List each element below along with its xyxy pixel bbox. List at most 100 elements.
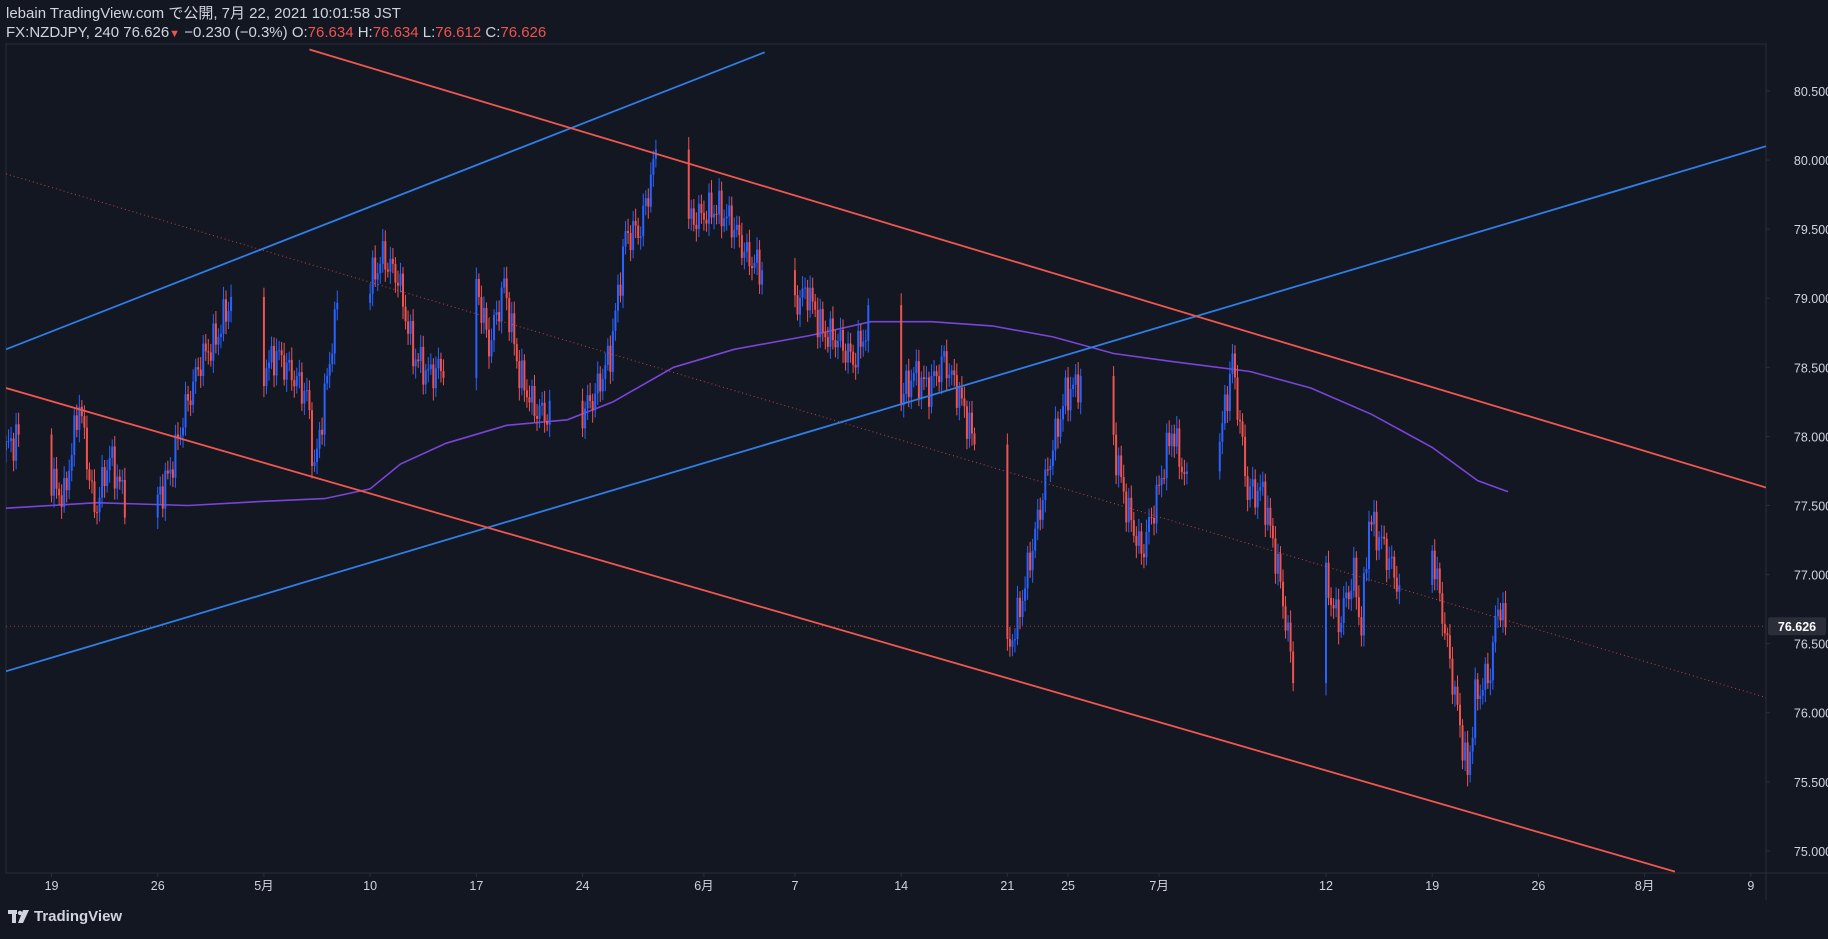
candle — [227, 301, 230, 330]
candle — [1352, 546, 1355, 598]
candle-body — [55, 468, 58, 489]
candle — [710, 180, 713, 225]
candle — [1049, 458, 1052, 483]
candle-body — [958, 387, 961, 408]
candle — [88, 462, 91, 490]
candle — [761, 261, 764, 295]
candle-body — [836, 340, 839, 348]
candle — [1246, 466, 1249, 512]
candle-body — [209, 352, 212, 361]
candle-body — [1279, 553, 1282, 582]
candle — [715, 204, 718, 225]
candle — [533, 374, 536, 422]
candle — [804, 277, 807, 300]
candle — [508, 292, 511, 341]
candle-body — [508, 298, 511, 333]
candle — [409, 314, 412, 345]
candle — [1438, 562, 1441, 602]
candle — [171, 461, 174, 488]
candle-body — [225, 299, 227, 322]
tradingview-logo-icon — [8, 910, 30, 923]
candle — [182, 417, 185, 448]
candle — [310, 402, 313, 479]
candle-body — [439, 358, 442, 372]
candle — [1236, 365, 1239, 426]
candle-body — [1122, 477, 1125, 492]
candle — [303, 382, 306, 416]
candle-body — [644, 198, 647, 206]
candle-body — [1271, 525, 1274, 539]
candle-body — [917, 361, 920, 399]
candle-body — [1044, 469, 1047, 501]
candle-body — [1137, 531, 1140, 546]
candle — [1259, 474, 1262, 502]
candle — [584, 401, 587, 439]
candle-body — [1360, 617, 1363, 636]
candle-body — [1282, 581, 1285, 607]
candle-body — [1355, 557, 1358, 598]
candle-body — [1158, 484, 1161, 486]
candle-body — [303, 390, 306, 404]
candle — [285, 353, 288, 392]
candle-body — [1256, 490, 1259, 508]
y-tick-label: 77.500 — [1794, 499, 1828, 513]
candle — [1446, 627, 1449, 648]
candle — [432, 358, 435, 401]
tradingview-logo[interactable]: TradingView — [8, 908, 122, 925]
x-tick-label: 19 — [1425, 879, 1439, 893]
candle-body — [834, 340, 837, 348]
candle — [1051, 439, 1054, 476]
candle-body — [520, 360, 523, 389]
candle — [649, 162, 652, 213]
candle — [1054, 406, 1057, 461]
candle — [1284, 596, 1287, 639]
candle-body — [402, 273, 405, 307]
candle-body — [53, 468, 56, 496]
candle-body — [1031, 550, 1034, 571]
candle — [960, 376, 963, 406]
candle-body — [1173, 433, 1176, 447]
candle — [1183, 459, 1186, 486]
candle-body — [806, 287, 809, 311]
candle — [758, 240, 761, 294]
candle — [1160, 465, 1163, 498]
candle — [525, 379, 528, 408]
candle — [912, 366, 915, 388]
candle-body — [262, 296, 265, 387]
candle-body — [283, 355, 286, 380]
candle-body — [1153, 517, 1156, 524]
candle-body — [323, 383, 326, 435]
candle-body — [1289, 622, 1292, 652]
candle-body — [629, 233, 632, 251]
candle — [796, 285, 799, 321]
candle-body — [920, 377, 923, 399]
candle — [594, 383, 597, 418]
candle-body — [1464, 742, 1467, 761]
candle-body — [715, 213, 718, 215]
candle-body — [627, 231, 630, 234]
candle-body — [475, 278, 478, 378]
candle — [1459, 692, 1462, 738]
candle — [490, 328, 493, 364]
candle-body — [318, 429, 321, 449]
candle-body — [1388, 558, 1391, 570]
candle — [1044, 458, 1047, 513]
candle — [267, 350, 270, 381]
candle-body — [1019, 597, 1022, 618]
candle-body — [801, 288, 804, 298]
candle-body — [194, 367, 197, 382]
candle — [419, 335, 422, 374]
last-price-label-box — [1768, 617, 1826, 636]
candle — [437, 347, 440, 379]
candle — [1074, 364, 1077, 398]
candle — [1469, 745, 1472, 783]
candle — [920, 371, 923, 410]
candle — [1120, 445, 1123, 483]
candle — [55, 456, 58, 499]
candle-body — [80, 406, 83, 417]
moving-average-line — [6, 320, 1509, 509]
candle-body — [116, 476, 119, 489]
candle — [1233, 345, 1236, 390]
candle — [500, 281, 503, 334]
